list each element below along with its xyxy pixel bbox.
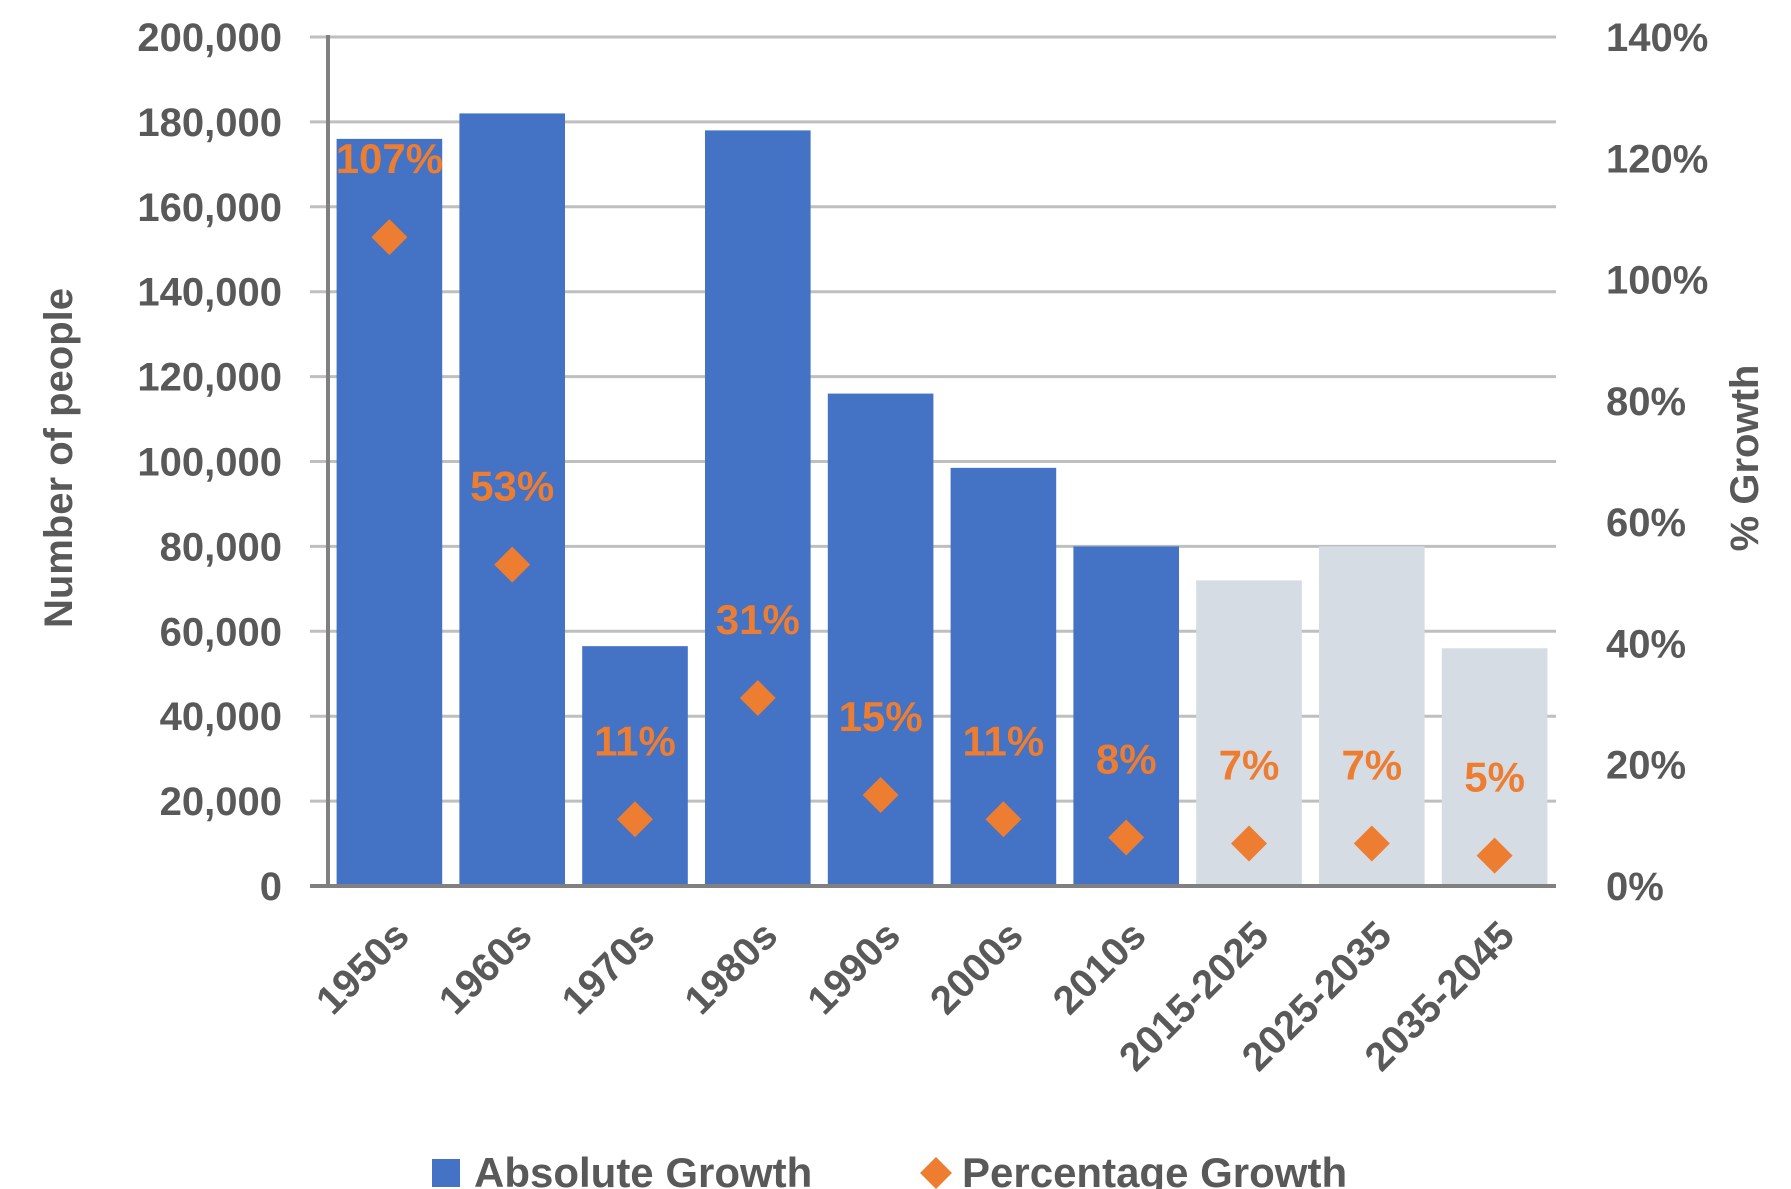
x-tick-label: 2010s xyxy=(1045,913,1155,1023)
y2-axis-title: % Growth xyxy=(1723,365,1767,552)
y-tick-label: 180,000 xyxy=(137,101,282,145)
axes xyxy=(310,35,1556,888)
pct-marker-1990s xyxy=(862,777,899,814)
y-tick-label: 80,000 xyxy=(160,525,282,569)
data-label: 53% xyxy=(470,463,554,510)
legend-label-percentage-growth: Percentage Growth xyxy=(962,1149,1347,1189)
data-label: 7% xyxy=(1341,742,1402,789)
legend-swatch-absolute-growth xyxy=(432,1159,460,1187)
bar-1980s xyxy=(704,130,811,886)
legend-swatch-percentage-growth xyxy=(920,1157,952,1189)
y-axis-title: Number of people xyxy=(37,288,81,628)
y-tick-label: 160,000 xyxy=(137,186,282,230)
y-tick-label: 200,000 xyxy=(137,16,282,60)
bar-1960s xyxy=(459,113,566,886)
data-label: 5% xyxy=(1464,754,1525,801)
data-labels: 107% 53% 11% 31% 15% 11% 8% 7% 7% 5% xyxy=(336,135,1525,801)
pct-marker-2000s xyxy=(985,801,1022,838)
y-tick-label: 20,000 xyxy=(160,780,282,824)
pct-marker-1960s xyxy=(494,546,531,583)
data-label: 31% xyxy=(716,596,800,643)
pct-marker-1980s xyxy=(739,680,776,717)
data-label: 11% xyxy=(963,717,1045,764)
pct-marker-2035-2045 xyxy=(1476,837,1513,874)
bar-1950s xyxy=(336,138,443,886)
y2-tick-label: 120% xyxy=(1606,137,1708,181)
pct-marker-2015-2025 xyxy=(1231,825,1267,862)
y-tick-label: 120,000 xyxy=(137,356,282,400)
y-tick-label: 0 xyxy=(260,865,282,909)
y-tick-label: 40,000 xyxy=(160,695,282,739)
pct-marker-2025-2035 xyxy=(1353,825,1390,862)
pct-marker-1970s xyxy=(617,801,653,838)
x-tick-label: 1960s xyxy=(431,913,541,1023)
y2-tick-label: 0% xyxy=(1606,865,1664,909)
legend: Absolute Growth Percentage Growth xyxy=(432,1149,1347,1189)
data-label: 7% xyxy=(1219,742,1280,789)
data-label: 107% xyxy=(336,135,443,182)
y-tick-label: 140,000 xyxy=(137,271,282,315)
legend-label-absolute-growth: Absolute Growth xyxy=(474,1149,812,1189)
bar-1970s xyxy=(582,646,688,886)
x-tick-label: 1950s xyxy=(308,913,418,1023)
data-label: 8% xyxy=(1096,735,1157,782)
data-label: 11% xyxy=(594,717,676,764)
x-tick-label: 1990s xyxy=(799,913,909,1023)
percentage-markers xyxy=(371,219,1513,874)
x-tick-label: 2000s xyxy=(922,913,1032,1023)
y2-tick-label: 40% xyxy=(1606,622,1686,666)
pct-marker-1950s xyxy=(371,219,408,256)
y2-tick-label: 60% xyxy=(1606,501,1686,545)
pct-marker-2010s xyxy=(1108,819,1145,856)
y-tick-label: 60,000 xyxy=(160,610,282,654)
x-tick-label: 1980s xyxy=(676,913,786,1023)
y-tick-label: 100,000 xyxy=(137,441,282,485)
y2-tick-label: 100% xyxy=(1606,259,1708,303)
y2-tick-label: 80% xyxy=(1606,380,1686,424)
y2-tick-label: 140% xyxy=(1606,16,1708,60)
bars xyxy=(336,113,1548,886)
y2-tick-label: 20% xyxy=(1606,744,1686,788)
data-label: 15% xyxy=(839,693,923,740)
x-tick-label: 1970s xyxy=(554,913,664,1023)
